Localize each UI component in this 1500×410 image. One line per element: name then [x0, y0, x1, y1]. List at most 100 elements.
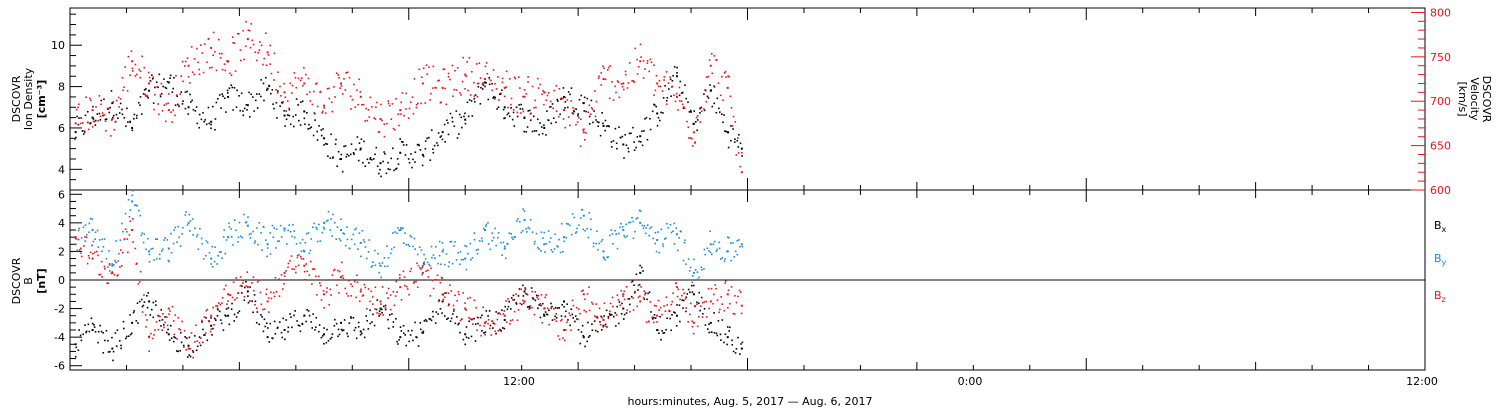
velocity-sample [378, 131, 381, 133]
velocity-sample [233, 42, 236, 44]
ion-density-sample [518, 104, 520, 106]
by-sample [252, 230, 254, 233]
bx-point [441, 300, 444, 303]
ion-density-sample [718, 107, 720, 110]
bottom-left-y-tick-label: 0 [58, 274, 65, 287]
ion-density-sample [190, 101, 192, 103]
ion-density-sample [258, 93, 261, 95]
bz-sample [311, 283, 313, 285]
by-sample [559, 251, 562, 254]
velocity-sample [475, 63, 478, 65]
velocity-sample [289, 82, 292, 85]
ion-density-sample [523, 117, 526, 120]
by-sample [101, 238, 104, 241]
bz-sample [522, 302, 525, 305]
ion-density-sample [362, 161, 364, 164]
ion-density-sample [265, 89, 268, 91]
velocity-sample [92, 120, 95, 123]
bz-sample [328, 303, 330, 306]
bz-sample [148, 350, 151, 353]
bx-sample [419, 322, 422, 324]
bz-sample [151, 337, 154, 340]
bx-sample [699, 309, 701, 312]
by-point [602, 250, 605, 253]
bx-sample [91, 322, 94, 325]
velocity-sample [649, 58, 652, 61]
bz-sample [100, 260, 103, 263]
ion-density-sample [404, 154, 407, 156]
velocity-sample [473, 81, 475, 84]
bz-sample [720, 296, 722, 298]
bz-point [227, 293, 230, 296]
by-sample [298, 254, 300, 256]
bx-sample [231, 302, 233, 305]
by-sample [467, 252, 469, 255]
bz-sample [685, 307, 687, 309]
by-sample [280, 236, 283, 238]
by-sample [355, 227, 358, 230]
bx-sample [596, 330, 599, 333]
by-sample [438, 254, 441, 257]
by-sample [410, 236, 413, 238]
bz-sample [219, 303, 222, 306]
velocity-sample [275, 89, 278, 91]
ion-density-sample [76, 115, 78, 118]
bx-sample [85, 331, 87, 334]
bx-sample [205, 317, 207, 319]
legend-bz-label: B [1434, 289, 1442, 302]
bz-sample [524, 287, 526, 289]
bz-sample [580, 290, 583, 293]
bz-sample [217, 302, 220, 304]
ion-density-sample [447, 133, 450, 136]
ion-density-sample [456, 137, 459, 139]
bx-sample [136, 302, 139, 304]
velocity-sample [688, 137, 690, 139]
bz-sample [730, 286, 733, 288]
bz-sample [374, 308, 376, 310]
ion-density-sample [725, 130, 727, 133]
ion-density-sample [458, 133, 460, 135]
by-sample [346, 226, 348, 228]
bz-sample [291, 268, 294, 270]
velocity-point [639, 60, 642, 63]
bz-sample [517, 309, 520, 311]
by-sample [487, 222, 489, 224]
by-sample [644, 232, 647, 235]
velocity-sample [376, 101, 378, 104]
velocity-sample [739, 165, 742, 168]
by-sample [262, 226, 265, 228]
by-sample [186, 224, 189, 226]
bz-sample [289, 260, 291, 262]
bx-sample [691, 291, 694, 293]
by-sample [414, 248, 416, 250]
bz-sample [620, 289, 623, 292]
by-sample [533, 242, 536, 245]
velocity-sample [719, 94, 722, 97]
by-sample [626, 235, 628, 238]
bz-sample [734, 294, 736, 297]
velocity-sample [680, 100, 683, 103]
by-sample [703, 268, 705, 270]
bx-sample [434, 322, 437, 324]
bx-sample [470, 318, 473, 321]
ion-density-point [464, 118, 467, 121]
velocity-sample [400, 113, 402, 115]
bx-point [266, 336, 269, 339]
velocity-sample [595, 100, 598, 103]
bx-sample [265, 322, 268, 325]
bz-sample [323, 307, 325, 309]
bx-sample [402, 332, 405, 335]
by-sample [250, 232, 252, 235]
ion-density-sample [604, 119, 607, 122]
bx-sample [574, 315, 577, 318]
ion-density-sample [75, 136, 77, 139]
bz-sample [84, 236, 86, 238]
ion-density-sample [416, 143, 419, 146]
bx-sample [462, 338, 465, 341]
ion-density-sample [706, 95, 709, 98]
velocity-sample [366, 119, 369, 122]
bx-sample [218, 310, 221, 313]
by-sample [145, 248, 147, 251]
ion-density-sample [596, 121, 599, 123]
velocity-sample [583, 128, 585, 131]
